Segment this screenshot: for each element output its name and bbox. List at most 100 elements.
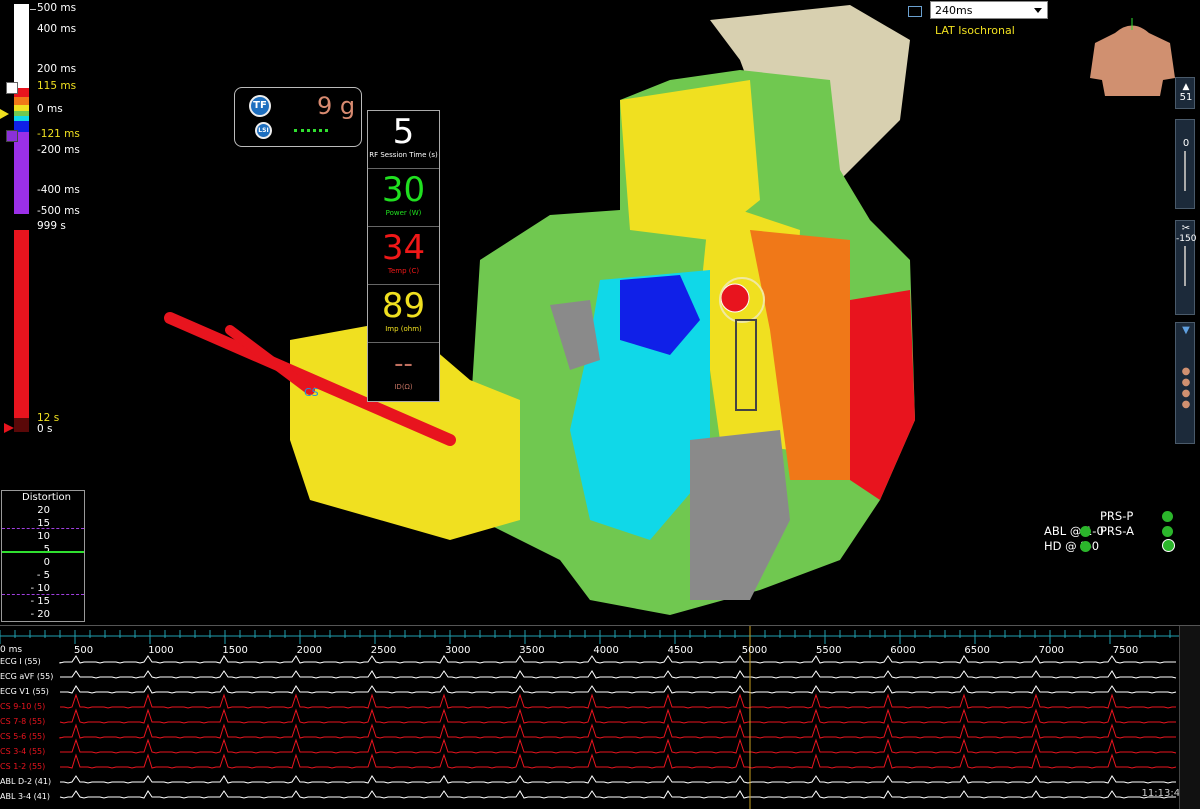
rf-time-value: 5	[392, 112, 415, 152]
scale-label: 200 ms	[37, 63, 77, 75]
points-tool[interactable]: ▲ 51	[1175, 77, 1195, 109]
torso-view-icon[interactable]: ●	[1181, 388, 1191, 399]
distortion-label: - 15	[30, 596, 50, 607]
duration-scale-base	[14, 418, 29, 432]
abl-status-dot	[1080, 526, 1091, 537]
distortion-label: 0	[43, 557, 50, 568]
torso-orientation-icon[interactable]	[1085, 18, 1180, 98]
rf-power-label: Power (W)	[385, 209, 422, 217]
torso-view-icon[interactable]: ●	[1181, 366, 1191, 377]
ecg-time-tick: 3500	[519, 645, 545, 656]
contact-force-panel: TF LSI 9 g	[234, 87, 362, 147]
rf-imp-label: Imp (ohm)	[385, 325, 422, 333]
scale-label: -400 ms	[37, 184, 80, 196]
clip-slider[interactable]: ✂ -150	[1175, 220, 1196, 315]
ecg-channel-label: CS 3-4 (55)	[0, 747, 46, 756]
scale-label: -121 ms	[37, 128, 80, 140]
scale-tick	[30, 9, 36, 10]
ecg-trace	[60, 738, 1177, 754]
rf-temp-value: 34	[381, 228, 426, 268]
cs-label: CS	[304, 386, 319, 399]
map-region-red	[850, 290, 915, 500]
ecg-time-tick: 2500	[370, 645, 397, 656]
zero-marker-icon[interactable]	[0, 109, 9, 119]
map-region-gray-2	[550, 300, 600, 370]
scale-label: 115 ms	[37, 80, 77, 92]
points-count: 51	[1179, 92, 1193, 103]
time-marker-icon[interactable]	[4, 423, 14, 433]
ecg-timestamp: 11:13:48.3	[1141, 788, 1196, 799]
scale-green-band	[14, 111, 29, 116]
force-value: 9 g	[317, 92, 356, 120]
upper-threshold-handle[interactable]	[6, 82, 18, 94]
ecg-channel-label: CS 9-10 (5)	[0, 702, 46, 711]
scale-label: 0 s	[37, 423, 53, 435]
distortion-label: 10	[37, 531, 50, 542]
map-region-blue	[620, 275, 700, 355]
ecg-trace	[59, 790, 1176, 799]
ecg-trace	[59, 655, 1176, 664]
slider-track	[1184, 246, 1186, 286]
ecg-time-tick: 4000	[593, 645, 619, 656]
ecg-trace	[60, 693, 1176, 709]
ecg-trace	[60, 775, 1176, 784]
ecg-time-tick: 7500	[1112, 645, 1139, 656]
distortion-label: - 10	[30, 583, 50, 594]
threshold-slider[interactable]: 0	[1175, 119, 1195, 209]
scale-white-band	[14, 4, 29, 88]
interval-dropdown[interactable]: 240ms	[930, 1, 1048, 19]
cardiac-3d-map[interactable]	[150, 0, 930, 625]
map-type-label: LAT Isochronal	[935, 24, 1015, 37]
rf-imp-box: 89 Imp (ohm)	[368, 285, 439, 343]
scissors-icon[interactable]: ✂	[1181, 223, 1191, 234]
torso-view-icon[interactable]: ●	[1181, 399, 1191, 410]
ecg-time-tick: 1000	[148, 645, 174, 656]
distortion-label: 5	[43, 544, 50, 555]
respiration-status-icon	[1162, 539, 1175, 552]
torso-view-icon[interactable]: ●	[1181, 377, 1191, 388]
distortion-lower-limit	[2, 594, 84, 595]
hd-status-dot	[1080, 541, 1091, 552]
map-region-orange	[750, 230, 850, 480]
ecg-scrollbar[interactable]	[1179, 626, 1200, 809]
map-region-gray	[690, 430, 790, 600]
rf-id-label: ID(Ω)	[394, 383, 413, 391]
scale-label: 400 ms	[37, 23, 77, 35]
rf-id-value: --	[394, 349, 413, 379]
prs-a-label: PRS-A	[1100, 524, 1134, 538]
scale-cyan-band	[14, 116, 29, 121]
prs-a-status-dot	[1162, 526, 1173, 537]
scale-blue-band	[14, 121, 29, 132]
distortion-level	[2, 551, 84, 553]
cs-catheter	[164, 312, 456, 446]
view-toggle-icon[interactable]	[908, 6, 922, 17]
scale-label: 999 s	[37, 220, 66, 232]
map-region-yellow	[620, 80, 760, 240]
ecg-panel: 0 ms 500 1000 1500 2000 2500 3000 3500 4000 4500…	[0, 625, 1200, 809]
ecg-time-tick: 4500	[667, 645, 694, 656]
chevron-down-icon	[1034, 8, 1042, 13]
scale-yellow-band	[14, 105, 29, 111]
ecg-time-tick: 2000	[296, 645, 323, 656]
ecg-time-tick: 500	[74, 645, 94, 656]
lower-threshold-handle[interactable]	[6, 130, 18, 142]
view-presets[interactable]: ▼ ● ● ● ●	[1175, 322, 1195, 444]
tf-icon: TF	[249, 95, 271, 117]
rf-session-panel: 5 RF Session Time (s) 30 Power (W) 34 Te…	[367, 110, 440, 402]
ecg-channel-label: CS 7-8 (55)	[0, 717, 46, 726]
cs-catheter-2	[225, 325, 315, 395]
ecg-time-tick: 6500	[964, 645, 990, 656]
chevron-down-icon[interactable]: ▼	[1182, 325, 1190, 336]
ecg-channel-label: CS 1-2 (55)	[0, 762, 46, 771]
ecg-time-tick: 1500	[222, 645, 248, 656]
distortion-title: Distortion	[22, 492, 71, 503]
ecg-trace	[59, 723, 1176, 739]
ecg-trace	[60, 685, 1177, 694]
ecg-time-tick: 3000	[445, 645, 471, 656]
scale-label: 12 s	[37, 412, 60, 424]
ecg-channel-label: ECG I (55)	[0, 657, 41, 666]
rf-power-value: 30	[381, 170, 426, 210]
scale-red-band	[14, 88, 29, 97]
ecg-channel-label: ABL 3-4 (41)	[0, 792, 50, 801]
distortion-label: 15	[37, 518, 50, 529]
